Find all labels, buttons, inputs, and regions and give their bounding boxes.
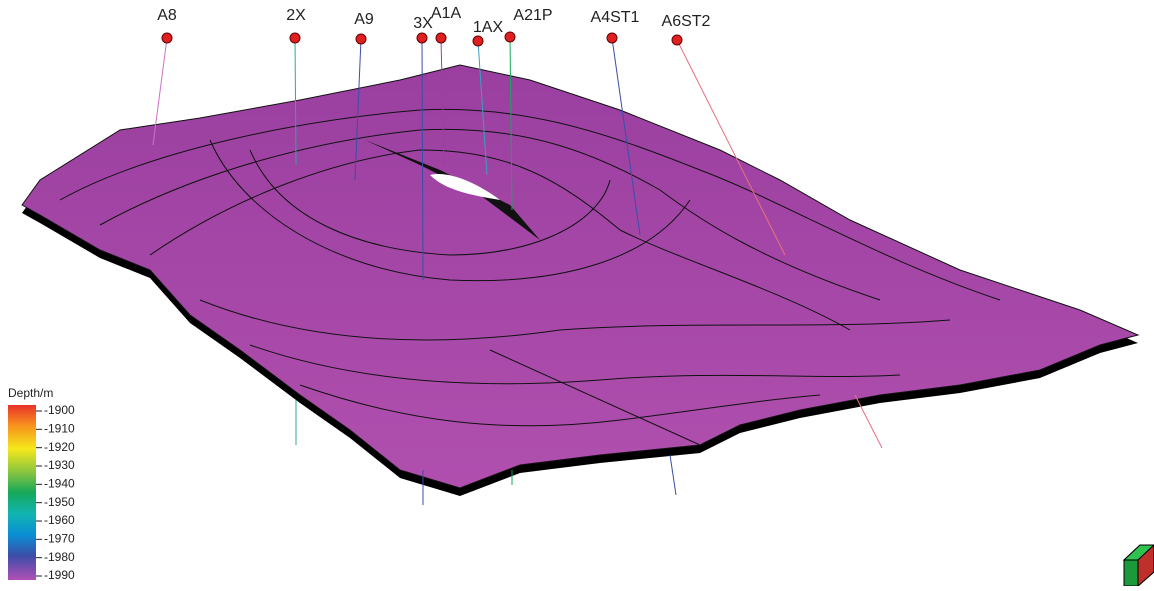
well-marker (672, 35, 682, 45)
legend-tick-label: -1940 (44, 477, 75, 491)
legend-tick-label: -1970 (44, 532, 75, 546)
legend-tick-label: -1980 (44, 550, 75, 564)
color-bar (8, 405, 36, 580)
well-label: A9 (354, 11, 374, 28)
well-label: A1A (431, 5, 462, 22)
legend-tick-label: -1960 (44, 513, 75, 527)
well-marker (473, 36, 483, 46)
well-label: 1AX (473, 19, 504, 36)
well-label: A4ST1 (591, 9, 640, 26)
legend-tick-label: -1920 (44, 440, 75, 454)
well-label: A8 (157, 7, 177, 24)
well-label: A6ST2 (662, 13, 711, 30)
well-marker (356, 34, 366, 44)
well-path (670, 455, 676, 495)
well-label: A21P (513, 7, 552, 24)
well-marker (607, 33, 617, 43)
well-marker (290, 33, 300, 43)
scene: A82XA93XA1A1AXA21PA4ST1A6ST2 Depth/m -19… (0, 0, 1154, 586)
legend-title: Depth/m (8, 386, 53, 400)
well-marker (436, 33, 446, 43)
legend-tick-label: -1990 (44, 568, 75, 582)
well-label: 2X (286, 7, 306, 24)
surface (22, 65, 1138, 496)
orientation-cube (1124, 545, 1154, 586)
well-marker (162, 33, 172, 43)
legend: Depth/m -1900 -1910 -1920 -1930 -1940 -1950 -1… (8, 386, 75, 582)
well-marker (505, 32, 515, 42)
well-marker (417, 33, 427, 43)
legend-tick-label: -1900 (44, 403, 75, 417)
legend-tick-label: -1950 (44, 495, 75, 509)
legend-tick-label: -1930 (44, 458, 75, 472)
legend-tick-label: -1910 (44, 422, 75, 436)
